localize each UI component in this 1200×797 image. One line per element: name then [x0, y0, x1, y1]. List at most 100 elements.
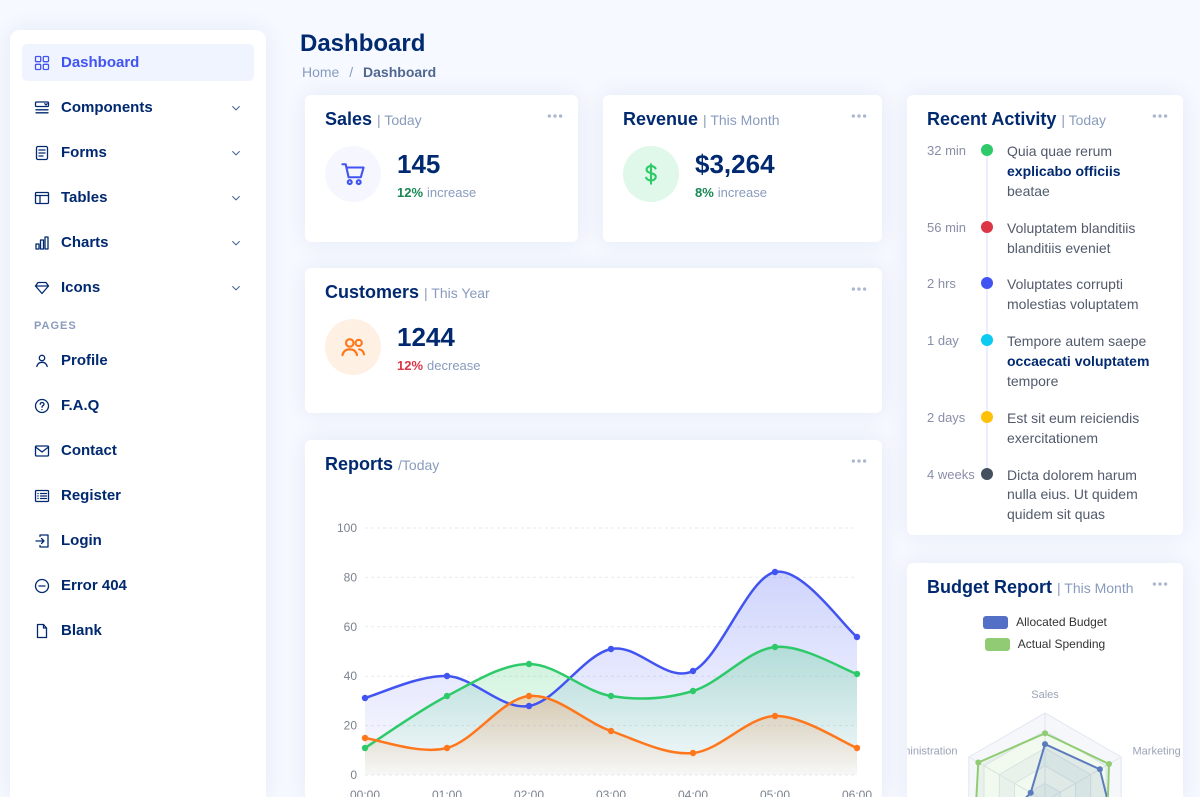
- svg-text:02:00: 02:00: [514, 788, 544, 797]
- customers-icon-circle: [325, 319, 381, 375]
- sidebar-item-label: Forms: [61, 144, 107, 161]
- card-title: Reports: [325, 454, 394, 474]
- activity-badge: [981, 219, 1007, 280]
- people-icon: [341, 338, 366, 357]
- card-period: | Today: [1061, 112, 1107, 128]
- sidebar: Dashboard Components Forms Tables Charts Icon…: [10, 30, 266, 797]
- sales-value: 145: [397, 148, 441, 179]
- sidebar-item-register[interactable]: Register: [22, 477, 254, 514]
- sidebar-item-icons[interactable]: Icons: [22, 269, 254, 306]
- sidebar-item-tables[interactable]: Tables: [22, 179, 254, 216]
- activity-badge: [981, 332, 1007, 413]
- sidebar-item-label: F.A.Q: [61, 397, 100, 414]
- card-menu-button[interactable]: [850, 280, 868, 298]
- chevron-down-icon: [232, 150, 240, 155]
- sidebar-item-components[interactable]: Components: [22, 89, 254, 126]
- activity-badge: [981, 409, 1007, 470]
- page-title: Dashboard: [300, 30, 426, 57]
- chevron-down-icon: [232, 240, 240, 245]
- card-period: | This Year: [424, 285, 490, 301]
- legend-item-actual-spending[interactable]: Actual Spending: [984, 637, 1106, 651]
- sidebar-item-label: Components: [61, 99, 153, 116]
- sidebar-item-label: Icons: [61, 279, 101, 296]
- sales-delta: 12% increase: [397, 185, 476, 200]
- legend-label: Allocated Budget: [1016, 615, 1107, 629]
- sidebar-item-profile[interactable]: Profile: [22, 342, 254, 379]
- sidebar-item-dashboard[interactable]: Dashboard: [22, 44, 254, 81]
- sidebar-item-blank[interactable]: Blank: [22, 612, 254, 649]
- sidebar-item-f-a-q[interactable]: F.A.Q: [22, 387, 254, 424]
- card-title: Budget Report: [927, 577, 1052, 597]
- activity-time: 32 min: [927, 143, 967, 158]
- breadcrumb-current: Dashboard: [363, 64, 437, 80]
- sales-figures: 145 12% increase: [397, 149, 476, 200]
- breadcrumb-separator: /: [349, 64, 354, 80]
- sidebar-item-error-404[interactable]: Error 404: [22, 567, 254, 604]
- breadcrumb-home-link[interactable]: Home: [302, 64, 340, 80]
- card-list-icon: [34, 489, 50, 502]
- activity-badge: [981, 142, 1007, 223]
- reports-card: Reports/Today 0 20 40 60 80 100 00:00 01:00 02:0…: [305, 440, 882, 797]
- gem-icon: [34, 281, 50, 294]
- currency-dollar-icon: [645, 163, 657, 185]
- circle-dot-icon: [981, 467, 993, 480]
- table-layout-icon: [34, 191, 50, 204]
- sidebar-item-charts[interactable]: Charts: [22, 224, 254, 261]
- sidebar-item-label: Blank: [61, 622, 102, 639]
- circle-dot-icon: [981, 410, 993, 423]
- legend-item-allocated-budget[interactable]: Allocated Budget: [983, 615, 1107, 629]
- activity-link[interactable]: explicabo officiis: [1007, 162, 1121, 179]
- svg-text:00:00: 00:00: [350, 788, 380, 797]
- svg-text:Marketing: Marketing: [1133, 746, 1181, 758]
- budget-card-header: Budget Report | This Month: [907, 563, 1183, 598]
- customers-value: 1244: [397, 321, 455, 352]
- sidebar-item-forms[interactable]: Forms: [22, 134, 254, 171]
- circle-dot-icon: [981, 220, 993, 233]
- activity-item: 56 min Voluptatem blanditiis blanditiis e…: [927, 219, 1163, 280]
- breadcrumb: Home / Dashboard: [302, 64, 436, 80]
- customers-card-header: Customers | This Year: [305, 268, 882, 303]
- three-dots-icon: [547, 114, 563, 118]
- card-menu-button[interactable]: [1151, 107, 1169, 125]
- card-title: Recent Activity: [927, 109, 1057, 129]
- svg-text:Administration: Administration: [907, 746, 958, 758]
- card-menu-button[interactable]: [850, 452, 868, 470]
- legend-label: Actual Spending: [1017, 637, 1106, 651]
- activity-link[interactable]: occaecati voluptatem: [1007, 353, 1150, 369]
- sidebar-item-label: Dashboard: [61, 54, 140, 71]
- person-icon: [36, 354, 48, 367]
- svg-text:03:00: 03:00: [596, 788, 626, 797]
- three-dots-icon: [851, 287, 867, 291]
- chevron-down-icon: [232, 195, 240, 200]
- card-menu-button[interactable]: [546, 107, 564, 125]
- sidebar-item-label: Contact: [61, 442, 117, 459]
- revenue-card: Revenue | This Month $3,264 8% increase: [603, 95, 882, 242]
- activity-time: 4 weeks: [927, 466, 975, 482]
- budget-chart-legend: Allocated Budget Actual Spending: [907, 615, 1183, 651]
- activity-text: Quia quae rerum explicabo officiis beata…: [1007, 143, 1121, 199]
- customers-delta-label: decrease: [427, 357, 481, 373]
- sidebar-item-label: Login: [61, 532, 102, 549]
- activity-card-header: Recent Activity | Today: [907, 95, 1183, 130]
- svg-text:80: 80: [344, 570, 358, 584]
- reports-card-header: Reports/Today: [305, 440, 882, 475]
- box-arrow-in-right-icon: [35, 533, 49, 548]
- envelope-icon: [34, 444, 50, 457]
- card-period: | This Month: [703, 112, 780, 128]
- sidebar-item-contact[interactable]: Contact: [22, 432, 254, 469]
- svg-text:04:00: 04:00: [678, 788, 708, 797]
- activity-time: 2 hrs: [927, 276, 956, 292]
- sales-card: Sales | Today 145 12% increase: [305, 95, 578, 242]
- card-menu-button[interactable]: [850, 107, 868, 125]
- circle-dot-icon: [981, 277, 993, 290]
- revenue-delta-percent: 8%: [695, 184, 714, 200]
- sidebar-item-login[interactable]: Login: [22, 522, 254, 559]
- card-menu-button[interactable]: [1151, 575, 1169, 593]
- svg-text:0: 0: [350, 768, 357, 782]
- svg-text:01:00: 01:00: [432, 788, 462, 797]
- sidebar-section-label: Pages: [34, 320, 77, 332]
- legend-swatch: [983, 615, 1009, 629]
- budget-report-card: Budget Report | This Month Sales Administr…: [907, 563, 1183, 797]
- circle-dot-icon: [981, 144, 993, 156]
- sidebar-pages-nav: Profile F.A.Q Contact Register Login Error 40…: [22, 342, 254, 649]
